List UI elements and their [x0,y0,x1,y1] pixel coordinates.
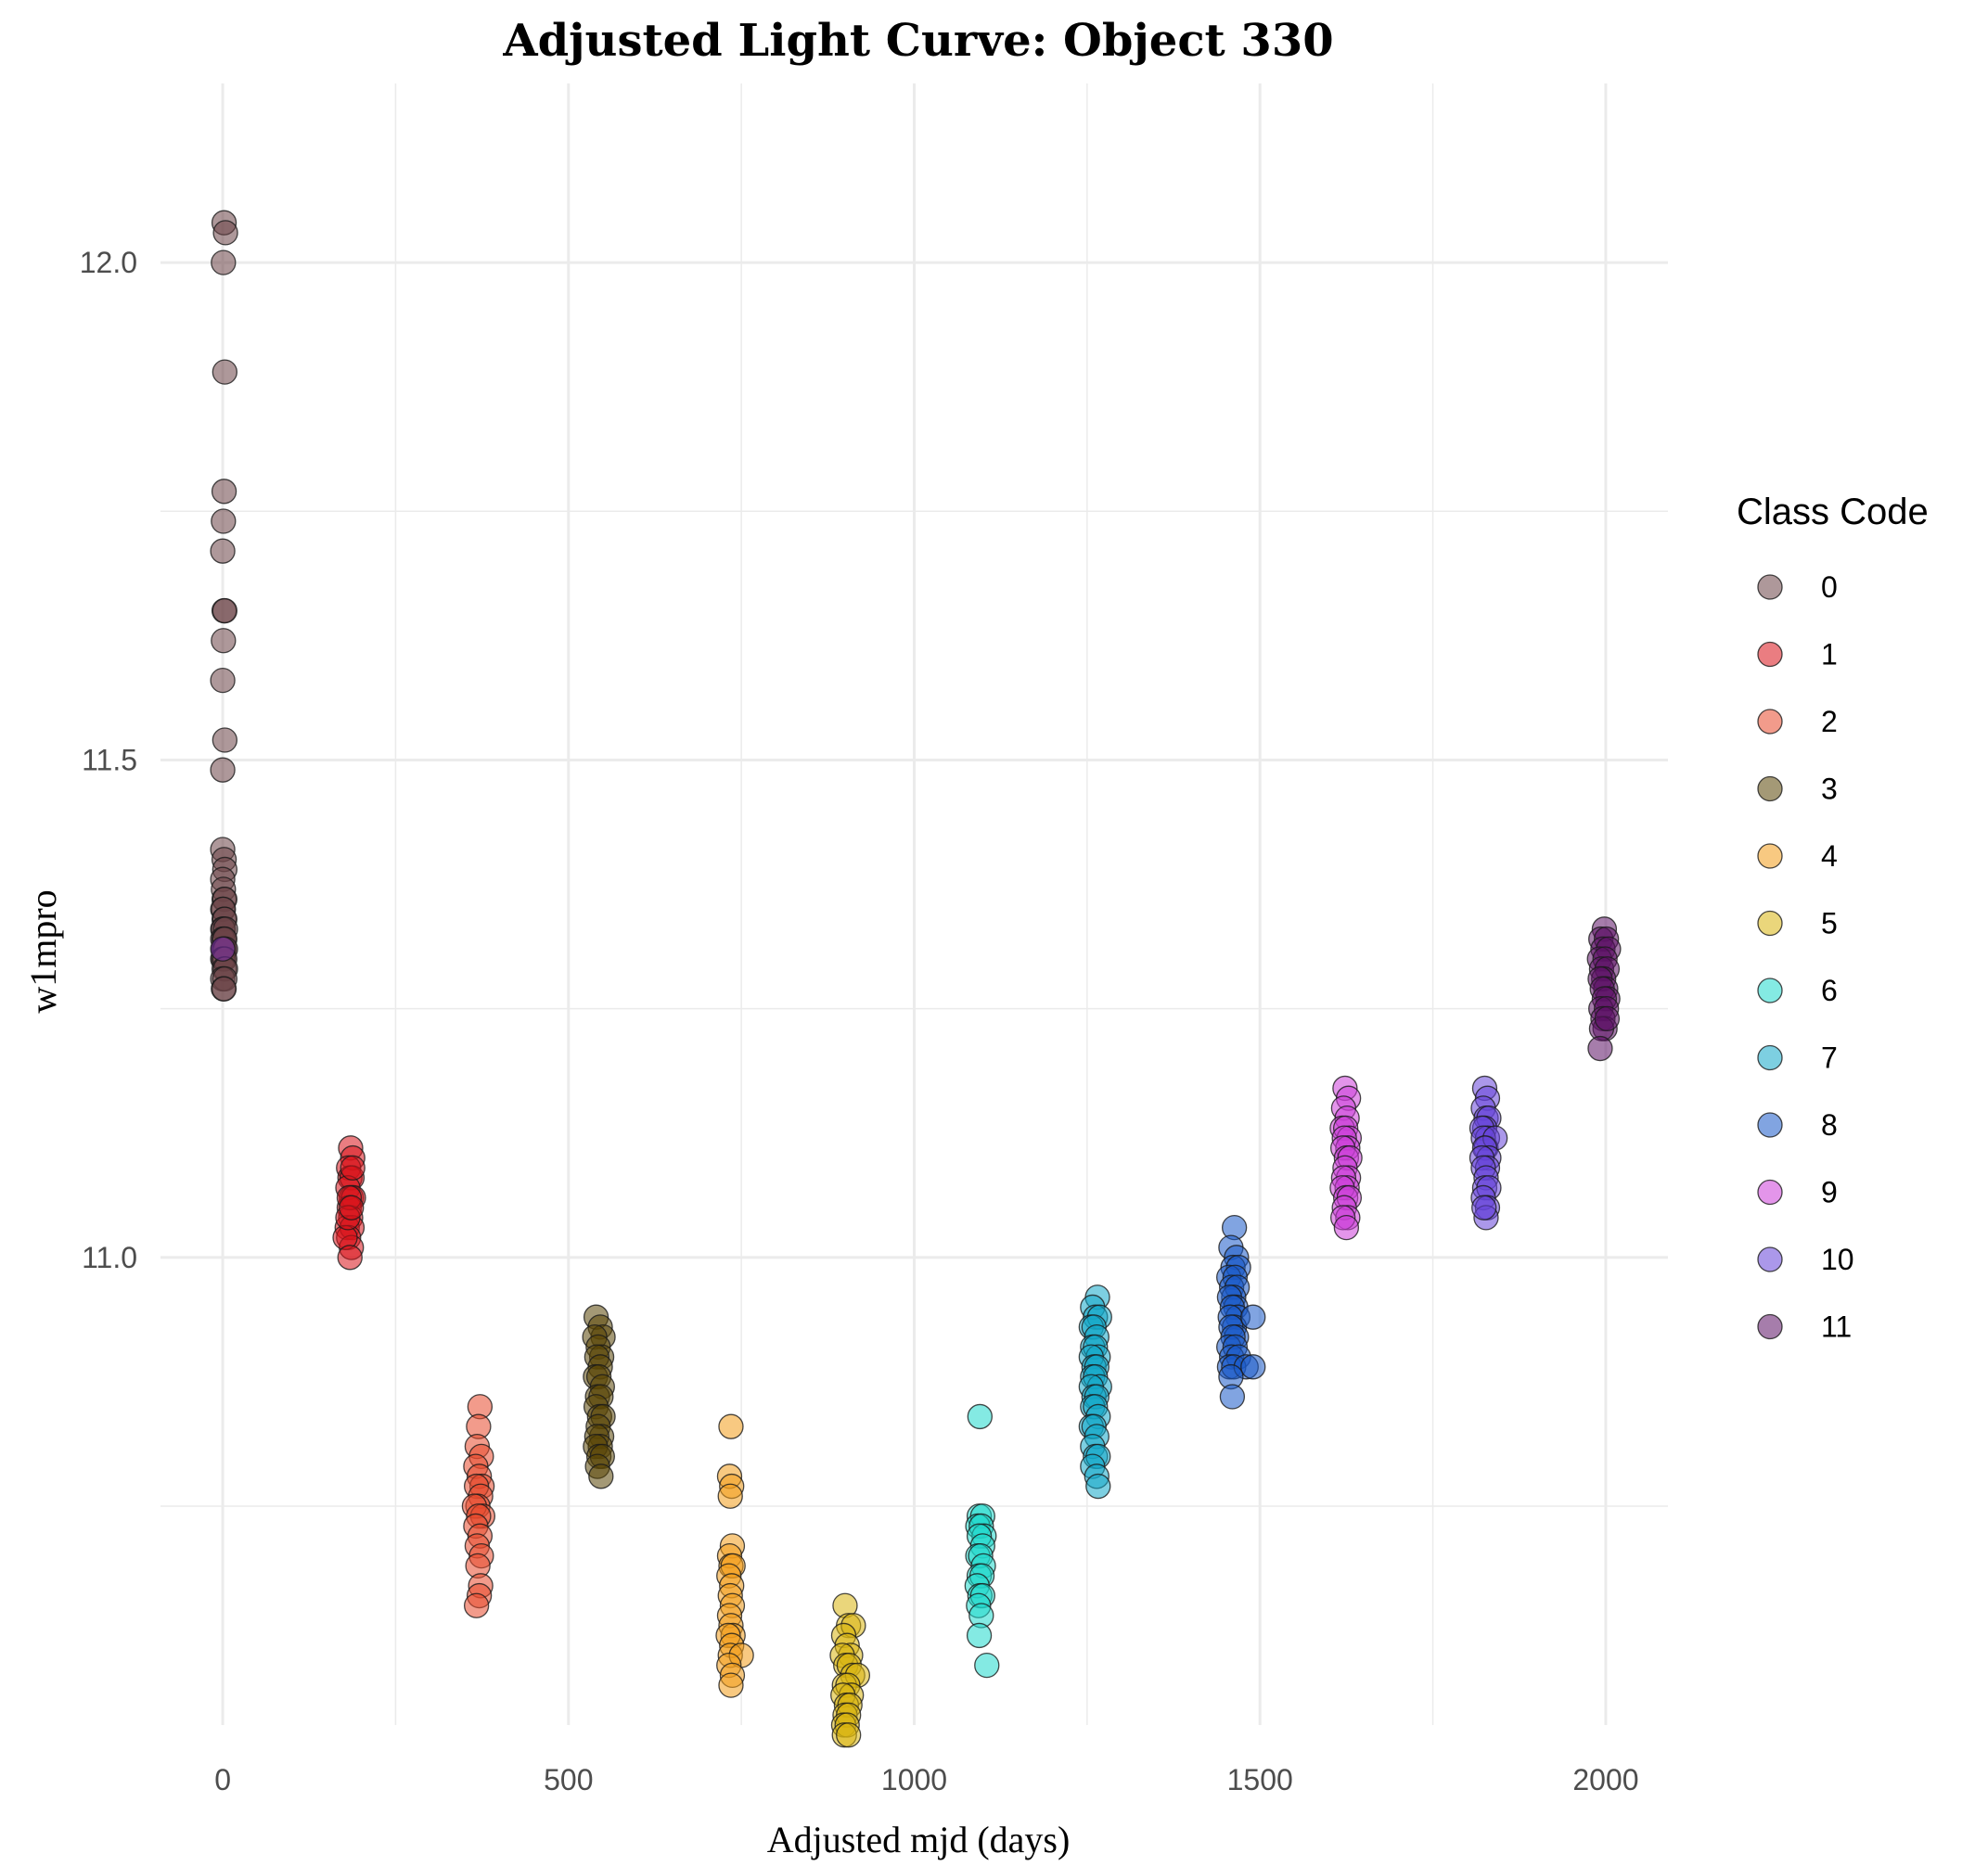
data-point [1471,1195,1497,1221]
legend-key [1757,843,1783,869]
data-point [211,479,237,505]
legend-label: 3 [1821,773,1838,806]
data-point [718,1413,744,1439]
x-tick-label: 1000 [881,1763,947,1796]
x-tick-label: 1500 [1227,1763,1293,1796]
data-point [1240,1304,1266,1330]
legend-key [1757,574,1783,600]
x-tick-label: 500 [544,1763,593,1796]
legend-key [1757,1044,1783,1071]
legend-key [1757,1179,1783,1206]
x-tick-label: 2000 [1572,1763,1638,1796]
legend-label: 8 [1821,1108,1838,1142]
data-point [211,249,237,275]
data-point [339,1195,365,1221]
legend-key [1757,978,1783,1003]
legend: Class Code 0 1 2 3 4 5 6 7 8 9 10 11 [1737,492,1929,1344]
data-point [211,976,237,1002]
legend-label: 10 [1821,1243,1854,1276]
data-point [1594,1005,1621,1032]
data-point [212,359,237,385]
legend-label: 5 [1821,907,1838,940]
data-point [717,1483,743,1509]
data-point [340,1155,366,1181]
legend-key [1757,641,1783,668]
legend-title: Class Code [1737,492,1929,532]
data-point [212,220,238,246]
data-point [1587,1035,1613,1062]
legend-key [1757,775,1783,802]
data-point [718,1672,744,1698]
data-point [1085,1473,1111,1500]
x-axis-label: Adjusted mjd (days) [767,1819,1071,1860]
data-point [211,628,237,654]
legend-label: 9 [1821,1176,1838,1209]
data-point [1333,1214,1360,1241]
legend-key [1757,709,1783,735]
data-point [337,1245,363,1271]
legend-label: 1 [1821,638,1838,671]
data-point [212,597,237,624]
y-tick-label: 11.0 [82,1241,137,1274]
legend-label: 6 [1821,974,1838,1007]
y-tick-label: 12.0 [80,246,137,279]
data-point [836,1722,862,1748]
data-point [210,667,236,694]
data-point [974,1652,1000,1679]
data-point [464,1592,490,1618]
legend-key [1757,1246,1783,1272]
data-point [210,757,236,783]
legend-label: 0 [1821,570,1838,604]
legend-label: 11 [1821,1310,1852,1344]
legend-key [1757,910,1783,937]
legend-key [1757,1112,1783,1138]
x-tick-label: 0 [214,1763,231,1796]
y-tick-label: 11.5 [82,743,137,776]
data-points [210,210,1622,1748]
legend-label: 7 [1821,1042,1838,1075]
legend-key [1757,1313,1783,1340]
y-axis-label: w1mpro [22,889,64,1013]
data-point [1240,1354,1266,1380]
legend-label: 4 [1821,839,1838,873]
y-axis-ticks: 11.0 11.5 12.0 [80,246,137,1274]
data-point [967,1403,993,1430]
chart-title: Adjusted Light Curve: Object 330 [502,15,1333,67]
data-point [966,1622,993,1649]
data-point [1219,1384,1246,1410]
data-point [210,936,236,962]
grid-lines [160,83,1668,1725]
x-axis-ticks: 0 500 1000 1500 2000 [214,1763,1638,1796]
data-point [588,1463,614,1489]
data-point [211,508,237,534]
data-point [212,727,237,753]
data-point [210,538,236,564]
legend-label: 2 [1821,705,1838,738]
